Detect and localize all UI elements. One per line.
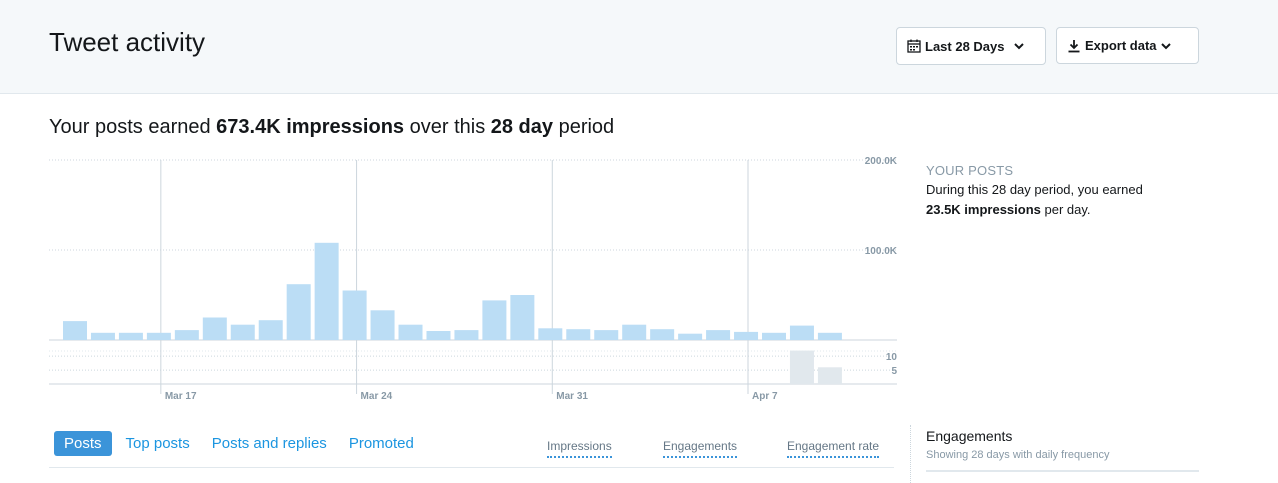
page-title: Tweet activity <box>49 27 206 57</box>
impressions-bar <box>370 310 395 340</box>
impressions-bar <box>342 290 367 340</box>
download-icon <box>1068 39 1080 52</box>
impressions-bar <box>566 329 591 340</box>
impressions-bar <box>510 295 535 340</box>
tab-promoted[interactable]: Promoted <box>348 435 414 452</box>
impressions-bar <box>314 242 339 340</box>
your-posts-heading: YOUR POSTS <box>926 163 1014 178</box>
export-data-button[interactable]: Export data <box>1056 27 1199 64</box>
impressions-bar <box>594 330 619 340</box>
impressions-bar <box>762 332 786 340</box>
x-tick-label: Mar 31 <box>556 391 588 402</box>
summary-period: 28 day <box>490 116 554 138</box>
your-posts-panel: YOUR POSTS During this 28 day period, yo… <box>926 163 1226 220</box>
secondary-bar <box>817 367 842 384</box>
engagements-title: Engagements <box>926 428 1013 444</box>
summary-impressions: 673.4K impressions <box>216 116 405 138</box>
y2-tick-label: 10 <box>886 352 898 363</box>
y2-tick-label: 5 <box>891 366 897 377</box>
impressions-bar <box>789 325 814 340</box>
engagements-subtitle: Showing 28 days with daily frequency <box>926 449 1110 461</box>
calendar-icon <box>907 39 921 53</box>
impressions-bar <box>258 320 283 340</box>
impressions-bar <box>734 331 759 340</box>
impressions-bar <box>426 331 451 340</box>
summary-prefix: Your posts earned <box>49 116 217 138</box>
metric-tab-impressions[interactable]: Impressions <box>547 439 612 458</box>
impressions-bar <box>63 321 87 340</box>
export-data-label: Export data <box>1085 38 1157 53</box>
tab-posts[interactable]: Posts <box>54 431 112 456</box>
impressions-bar <box>174 330 199 340</box>
panel-divider <box>910 425 911 483</box>
impressions-bar <box>622 324 647 340</box>
impressions-chart: 200.0K 100.0K 10 5 Mar 17 Mar 24 Mar 31 Apr 7 <box>49 156 898 402</box>
impressions-summary: Your posts earned 673.4K impressions ove… <box>49 116 614 139</box>
impressions-bar <box>678 333 703 340</box>
date-range-label: Last 28 Days <box>925 38 1005 54</box>
date-range-button[interactable]: Last 28 Days <box>896 27 1046 65</box>
table-divider <box>49 467 894 468</box>
y-tick-label: 100.0K <box>865 246 898 257</box>
impressions-bar <box>202 317 227 340</box>
impressions-bar <box>286 284 311 340</box>
secondary-bar <box>789 350 814 384</box>
impressions-bar <box>538 328 563 340</box>
impressions-bar <box>454 330 479 340</box>
impressions-bar <box>146 332 171 340</box>
metric-tab-engagement-rate[interactable]: Engagement rate <box>787 439 880 458</box>
impressions-bar <box>230 324 255 340</box>
metric-tab-engagements[interactable]: Engagements <box>663 439 738 458</box>
engagements-divider <box>926 470 1199 472</box>
post-tabs: Posts Top posts Posts and replies Promot… <box>54 431 436 456</box>
summary-middle: over this <box>404 116 491 138</box>
page-header: Tweet activity Last 28 Days Export data <box>0 0 1278 94</box>
impressions-per-day: 23.5K impressions <box>926 202 1041 217</box>
impressions-bar <box>118 332 143 340</box>
chevron-down-icon <box>1160 42 1171 49</box>
impressions-bar <box>817 332 842 340</box>
tab-posts-and-replies[interactable]: Posts and replies <box>211 435 327 452</box>
x-tick-label: Mar 24 <box>361 391 393 402</box>
x-tick-label: Apr 7 <box>752 391 778 402</box>
your-posts-text: During this 28 day period, you earned 23… <box>926 180 1226 220</box>
impressions-bar <box>706 330 731 340</box>
impressions-bar <box>398 324 423 340</box>
impressions-bar <box>90 332 115 340</box>
y-tick-label: 200.0K <box>865 156 898 167</box>
summary-suffix: period <box>553 116 615 138</box>
your-posts-line1: During this 28 day period, you earned <box>926 182 1143 197</box>
per-day-suffix: per day. <box>1040 202 1091 217</box>
impressions-bar <box>482 300 507 340</box>
tab-top-posts[interactable]: Top posts <box>125 435 190 452</box>
x-tick-label: Mar 17 <box>165 391 197 402</box>
impressions-bar <box>650 329 675 340</box>
chevron-down-icon <box>1013 43 1024 50</box>
